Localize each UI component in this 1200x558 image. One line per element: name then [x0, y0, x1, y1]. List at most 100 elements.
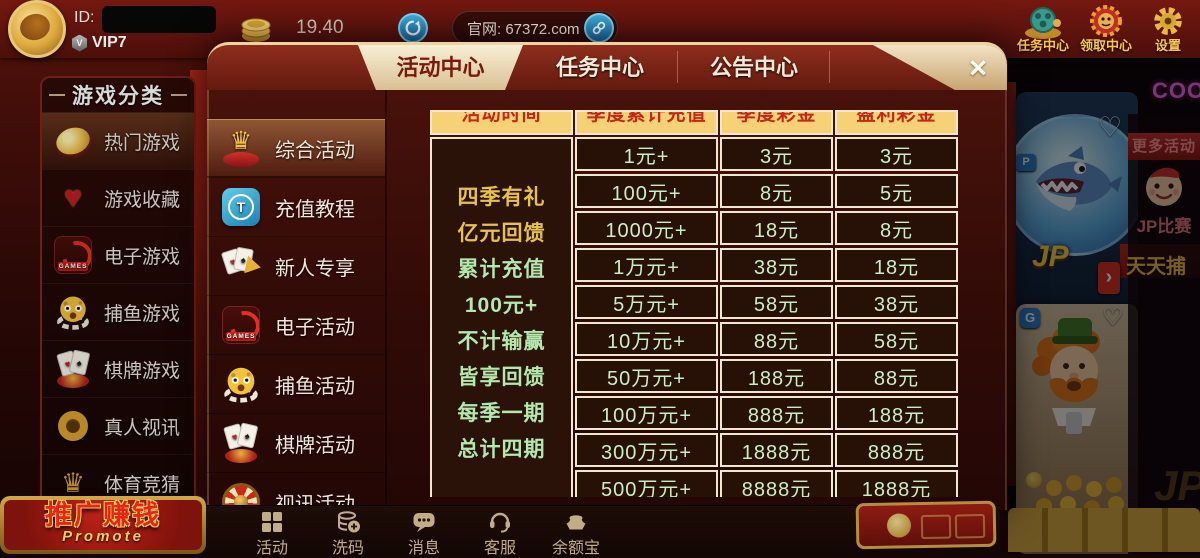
sidebar-item-label: 捕鱼游戏 — [104, 303, 181, 325]
ingot-icon — [566, 515, 586, 530]
promo-description-cell: 四季有礼 亿元回馈 累计充值 100元+ 不计输赢 皆享回馈 每季一期 总计四期 — [430, 137, 573, 497]
fishing-game-tile[interactable]: P ♡ — [1016, 92, 1138, 324]
sidebar-item-live-casino[interactable]: 真人视讯 — [42, 397, 194, 454]
sidebar-item-card-games[interactable]: ♥ ♠ 棋牌游戏 — [42, 340, 194, 397]
menu-item-slots-activities[interactable]: GAMES 电子活动 — [207, 295, 385, 354]
promote-earn-banner[interactable]: 推广赚钱 Promote — [0, 496, 206, 554]
table-cell: 18元 — [720, 211, 833, 245]
sidebar-item-label: 棋牌游戏 — [104, 360, 181, 382]
nav-item-rebate[interactable]: 洗码 — [316, 509, 380, 558]
menu-item-newcomer[interactable]: ♥ ♠ 新人专享 — [207, 236, 385, 295]
sidebar-item-hot-games[interactable]: 热门游戏 — [42, 112, 194, 169]
nav-label: 余额宝 — [551, 540, 600, 557]
table-cell: 300万元+ — [575, 433, 718, 467]
table-cell: 888元 — [835, 433, 958, 467]
tab-announcement-center[interactable]: 公告中心 — [709, 55, 798, 80]
vip-shield-icon: V — [72, 34, 87, 52]
task-center-button[interactable]: 任务中心 — [1013, 2, 1073, 56]
crown-pillow-icon: ♛ — [219, 126, 263, 170]
table-cell: 1888元 — [835, 470, 958, 497]
menu-item-card-activities[interactable]: ♥ ♠ 棋牌活动 — [207, 413, 385, 472]
p-badge: P — [1016, 154, 1036, 171]
table-header-cell: 盈利彩金 — [835, 110, 958, 135]
task-center-label: 任务中心 — [1016, 38, 1069, 53]
promo-line: 100元+ — [464, 293, 539, 317]
settings-button[interactable]: 设置 — [1138, 2, 1198, 56]
sidebar-item-label: 真人视讯 — [104, 417, 181, 439]
table-cell: 5万元+ — [575, 285, 718, 319]
crown-icon: ♛ — [60, 467, 86, 498]
usdt-icon: T — [219, 185, 263, 229]
copy-link-button[interactable] — [584, 13, 614, 43]
tab-task-center[interactable]: 任务中心 — [555, 55, 644, 80]
activity-center-modal: 活动中心 任务中心 公告中心 × ♛ 综合活动 T 充值教程 ♥ ♠ 新人专享 — [207, 42, 1007, 510]
table-cell: 10万元+ — [575, 322, 718, 356]
table-cell: 58元 — [720, 285, 833, 319]
favorite-heart-icon[interactable]: ♡ — [1098, 112, 1123, 142]
modal-header: 活动中心 任务中心 公告中心 × — [207, 42, 1007, 90]
table-header-cell: 季度累计充值 — [575, 110, 718, 135]
table-cell: 5元 — [835, 174, 958, 208]
gold-base-art — [1008, 508, 1200, 552]
app-logo[interactable] — [8, 0, 66, 58]
leprechaun-icon — [1032, 318, 1100, 434]
claim-center-button[interactable]: 领取中心 — [1076, 2, 1136, 56]
games-logo-icon: GAMES — [53, 235, 93, 275]
close-button[interactable]: × — [968, 50, 988, 85]
table-cell: 100万元+ — [575, 396, 718, 430]
promo-line: 亿元回馈 — [457, 221, 546, 245]
table-cell: 100元+ — [575, 174, 718, 208]
table-cell: 8元 — [720, 174, 833, 208]
table-cell: 8888元 — [720, 470, 833, 497]
table-cell: 38元 — [835, 285, 958, 319]
menu-item-fishing-activities[interactable]: 捕鱼活动 — [207, 354, 385, 413]
sidebar-item-label: 体育竞猜 — [104, 474, 181, 496]
nav-item-yuebao[interactable]: 余额宝 — [544, 509, 608, 558]
promote-title: 推广赚钱 — [45, 500, 161, 530]
title-dash — [171, 94, 187, 96]
games-logo-icon: GAMES — [219, 303, 263, 347]
nav-item-activity[interactable]: 活动 — [240, 509, 304, 558]
menu-item-general-activities[interactable]: ♛ 综合活动 — [207, 118, 385, 177]
expand-chevron-button[interactable]: › — [1098, 262, 1120, 294]
player-id-redacted — [102, 6, 216, 33]
gold-ring-icon — [53, 406, 93, 446]
promo-line: 皆享回馈 — [457, 365, 546, 389]
menu-item-label: 捕鱼活动 — [275, 375, 355, 398]
promo-line: 每季一期 — [457, 401, 546, 425]
red-edge-strip — [1008, 82, 1016, 486]
favorite-heart-icon[interactable]: ♡ — [1102, 304, 1124, 331]
sidebar-item-fishing[interactable]: 捕鱼游戏 — [42, 283, 194, 340]
promo-line: 总计四期 — [457, 437, 546, 461]
table-cell: 88元 — [720, 322, 833, 356]
sidebar-item-sports[interactable]: ♛ 体育竞猜 — [42, 454, 194, 508]
bottom-right-banner[interactable] — [855, 500, 997, 550]
official-site-label: 官网: 67372.com — [467, 20, 580, 38]
top-bar: ID: V VIP7 19.40 官网: 67372.com — [0, 0, 1200, 58]
nav-item-messages[interactable]: 消息 — [392, 509, 456, 558]
vip-badge[interactable]: V VIP7 — [72, 34, 127, 52]
link-icon — [592, 21, 606, 35]
cards-arrow-icon: ♥ ♠ — [219, 244, 263, 288]
sidebar-item-favorites[interactable]: ♥ 游戏收藏 — [42, 169, 194, 226]
official-site-pill: 官网: 67372.com — [452, 11, 618, 45]
rewards-table: 活动时间 季度累计充值 季度彩金 盈利彩金 四季有礼 亿元回馈 累计充值 100… — [430, 110, 958, 497]
tab-activity-center[interactable]: 活动中心 — [358, 45, 523, 90]
nav-item-support[interactable]: 客服 — [468, 509, 532, 558]
shark-icon — [1036, 146, 1122, 211]
refresh-balance-button[interactable] — [398, 13, 428, 43]
dim-gold-letters: JP — [1154, 462, 1200, 509]
menu-item-recharge-tutorial[interactable]: T 充值教程 — [207, 177, 385, 236]
table-cell: 1000元+ — [575, 211, 718, 245]
table-cell: 888元 — [720, 396, 833, 430]
sidebar-title: 游戏分类 — [72, 85, 164, 108]
tab-separator — [829, 51, 830, 83]
activity-menu: ♛ 综合活动 T 充值教程 ♥ ♠ 新人专享 GAMES 电子活动 — [207, 90, 387, 510]
table-header-cell: 活动时间 — [430, 110, 573, 135]
sidebar-item-slots[interactable]: GAMES 电子游戏 — [42, 226, 194, 283]
faded-glyph-art — [954, 513, 986, 539]
g-badge: G — [1020, 308, 1040, 328]
table-cell: 3元 — [835, 137, 958, 171]
pufferfish-icon — [53, 292, 93, 332]
jp-contest-link[interactable]: JP比赛 — [1136, 217, 1192, 236]
